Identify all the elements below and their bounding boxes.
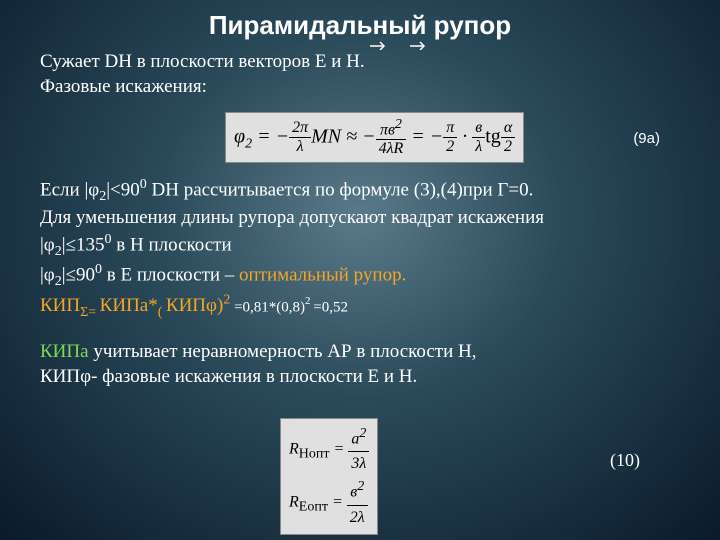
calcres: =0,52 xyxy=(313,299,348,315)
p2l2: КИПφ- фазовые искажения в плоскости Е и … xyxy=(40,366,417,387)
num1: 2π xyxy=(289,119,311,138)
REsub: Eопт xyxy=(299,500,328,515)
two: 2 xyxy=(443,138,457,156)
mn: MN ≈ − xyxy=(311,125,375,147)
equation-label-9a: (9а) xyxy=(633,130,660,147)
kip: КИП xyxy=(40,295,80,316)
intro-text: Сужает DH в плоскости векторов Е и Н. Фа… xyxy=(40,50,365,99)
p1l2: Для уменьшения длины рупора допускают кв… xyxy=(40,207,544,228)
vector-arrows-2 xyxy=(408,38,428,50)
piv2: πв xyxy=(380,121,395,138)
a2: 2 xyxy=(359,426,366,441)
intro-line2: Фазовые искажения: xyxy=(40,76,207,97)
paragraph-1: Если |φ2|<900 DH рассчитывается по форму… xyxy=(40,176,680,322)
tg: tg xyxy=(485,125,501,147)
p1l3c: в Н плоскости xyxy=(112,234,232,255)
p1l1a: Если |φ xyxy=(40,179,99,200)
RE: R xyxy=(289,494,299,511)
intro-line1: Сужает DH в плоскости векторов Е и Н. xyxy=(40,51,365,72)
calc: =0,81*(0,8) xyxy=(230,299,305,315)
deg0: 0 xyxy=(140,177,147,192)
equation-label-10: (10) xyxy=(610,450,640,471)
formula-10: RHопт = a23λ REопт = в22λ xyxy=(280,418,378,535)
eq2: = − xyxy=(406,125,443,147)
RH: R xyxy=(289,440,299,457)
p1l4c: в Е плоскости – xyxy=(102,265,239,286)
optimal-horn: оптимальный рупор. xyxy=(239,265,406,286)
alpha: α xyxy=(501,119,515,138)
p1l4a: |φ xyxy=(40,265,55,286)
RHsub: Hопт xyxy=(299,447,330,462)
paragraph-2: КИПа учитывает неравномерность АР в плос… xyxy=(40,340,680,389)
p1l1b: |<90 xyxy=(106,179,140,200)
p1l3s: 2 xyxy=(55,244,62,259)
den1: λ xyxy=(289,138,311,156)
deg0c: 0 xyxy=(95,262,102,277)
den2: 4λR xyxy=(376,140,407,158)
formula-9a: φ2 = −2πλMN ≈ −πв24λR = −π2 · вλtgα2 xyxy=(225,112,524,163)
kipfopen: ( xyxy=(158,305,166,320)
p1l4s: 2 xyxy=(55,274,62,289)
b2: 2 xyxy=(357,479,364,494)
p1l1c: DH рассчитывается по формуле (3),(4)при … xyxy=(147,179,534,200)
eq10a: = xyxy=(330,440,349,457)
p2l1b: учитывает неравномерность АР в плоскости… xyxy=(89,341,477,362)
two-b: 2 xyxy=(501,138,515,156)
phi: φ xyxy=(234,125,245,147)
kipf: КИПφ) xyxy=(166,295,223,316)
p1l4b: |≤90 xyxy=(62,265,95,286)
pi: π xyxy=(443,119,457,138)
3l: 3λ xyxy=(348,452,369,476)
p1l3b: |≤135 xyxy=(62,234,105,255)
eq: = − xyxy=(252,125,289,147)
p1l3a: |φ xyxy=(40,234,55,255)
page-title: Пирамидальный рупор xyxy=(0,0,720,41)
2l: 2λ xyxy=(347,506,368,530)
p2kipa: КИПа xyxy=(40,341,89,362)
v: в xyxy=(472,119,485,138)
dot: · xyxy=(457,125,472,147)
lambda2: λ xyxy=(472,138,485,156)
kipa: КИПа* xyxy=(100,295,158,316)
piv2sup: 2 xyxy=(395,117,402,132)
deg0b: 0 xyxy=(105,232,112,247)
vector-arrows xyxy=(368,38,388,50)
eq10b: = xyxy=(328,494,347,511)
kipsig: Σ= xyxy=(80,305,100,320)
